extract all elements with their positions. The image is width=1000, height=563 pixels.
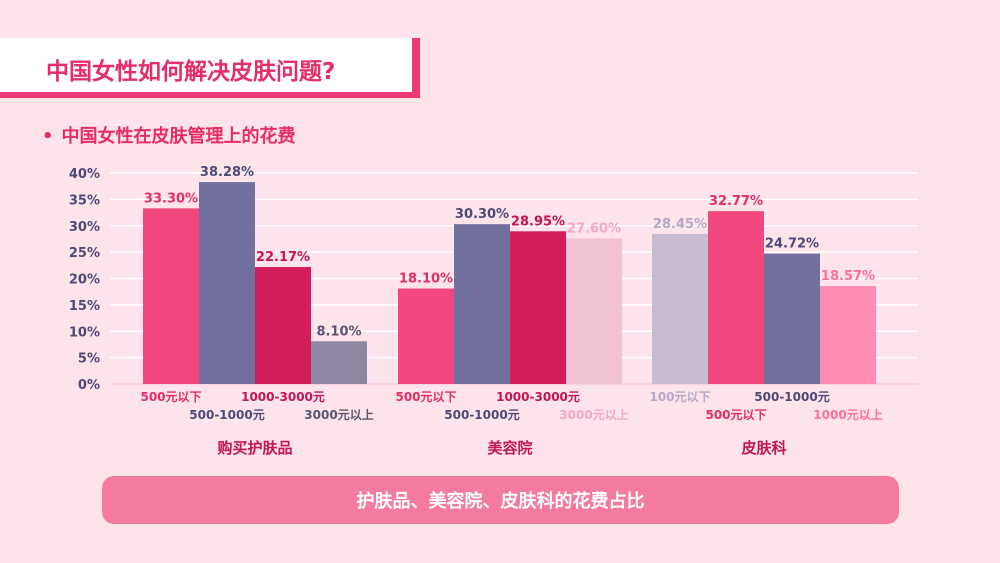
bar bbox=[566, 238, 622, 384]
y-tick-label: 35% bbox=[69, 193, 100, 208]
category-label: 500元以下 bbox=[705, 408, 766, 422]
bar-value-label: 30.30% bbox=[455, 207, 509, 222]
bar bbox=[510, 231, 566, 384]
category-label: 3000元以上 bbox=[559, 407, 628, 422]
category-label: 500-1000元 bbox=[189, 408, 264, 422]
category-label: 500元以下 bbox=[395, 390, 456, 404]
caption-banner: 护肤品、美容院、皮肤科的花费占比 bbox=[102, 476, 899, 524]
group-label: 皮肤科 bbox=[741, 439, 786, 457]
bar-value-label: 38.28% bbox=[200, 165, 254, 180]
bar bbox=[398, 288, 454, 384]
category-label: 500-1000元 bbox=[444, 408, 519, 422]
bar bbox=[820, 286, 876, 384]
bar-value-label: 8.10% bbox=[316, 324, 361, 339]
bar bbox=[311, 341, 367, 384]
category-label: 1000-3000元 bbox=[241, 390, 325, 404]
y-tick-label: 0% bbox=[78, 378, 100, 393]
bar-value-label: 28.95% bbox=[511, 214, 565, 229]
subtitle-bullet: • bbox=[42, 126, 54, 147]
y-tick-label: 25% bbox=[69, 246, 100, 261]
y-tick-label: 20% bbox=[69, 273, 100, 288]
subtitle: • 中国女性在皮肤管理上的花费 bbox=[42, 122, 296, 148]
page-title: 中国女性如何解决皮肤问题? bbox=[46, 59, 336, 85]
y-tick-label: 10% bbox=[69, 325, 100, 340]
category-label: 1000-3000元 bbox=[496, 390, 580, 404]
category-label: 3000元以上 bbox=[304, 407, 373, 422]
bar-value-label: 18.57% bbox=[821, 269, 875, 284]
bar-chart: 0% 5% 10% 15% 20% 25% 30% 35% 40% 33.30% 500元以下 38.… bbox=[69, 165, 918, 457]
y-tick-label: 15% bbox=[69, 299, 100, 314]
subtitle-text: 中国女性在皮肤管理上的花费 bbox=[61, 126, 296, 147]
bar-value-label: 32.77% bbox=[709, 194, 763, 209]
title-box: 中国女性如何解决皮肤问题? bbox=[0, 38, 420, 98]
bar-value-label: 24.72% bbox=[765, 237, 819, 252]
bar bbox=[454, 224, 510, 384]
bar bbox=[255, 267, 311, 384]
category-label: 1000元以上 bbox=[813, 407, 882, 422]
bar-value-label: 18.10% bbox=[399, 272, 453, 287]
y-tick-label: 30% bbox=[69, 220, 100, 235]
y-tick-label: 40% bbox=[69, 167, 100, 182]
bar bbox=[764, 253, 820, 384]
bar-value-label: 28.45% bbox=[653, 217, 707, 232]
group-label: 购买护肤品 bbox=[217, 439, 292, 457]
y-tick-label: 5% bbox=[78, 352, 100, 367]
bar bbox=[199, 182, 255, 384]
caption-text: 护肤品、美容院、皮肤科的花费占比 bbox=[356, 491, 645, 512]
bar bbox=[143, 208, 199, 384]
category-label: 500元以下 bbox=[140, 390, 201, 404]
bar-value-label: 27.60% bbox=[567, 221, 621, 236]
bar bbox=[652, 233, 708, 384]
bar bbox=[708, 211, 764, 384]
group-label: 美容院 bbox=[487, 439, 532, 457]
bar-value-label: 22.17% bbox=[256, 250, 310, 265]
category-label: 100元以下 bbox=[649, 390, 710, 404]
bar-value-label: 33.30% bbox=[144, 191, 198, 206]
category-label: 500-1000元 bbox=[754, 390, 829, 404]
